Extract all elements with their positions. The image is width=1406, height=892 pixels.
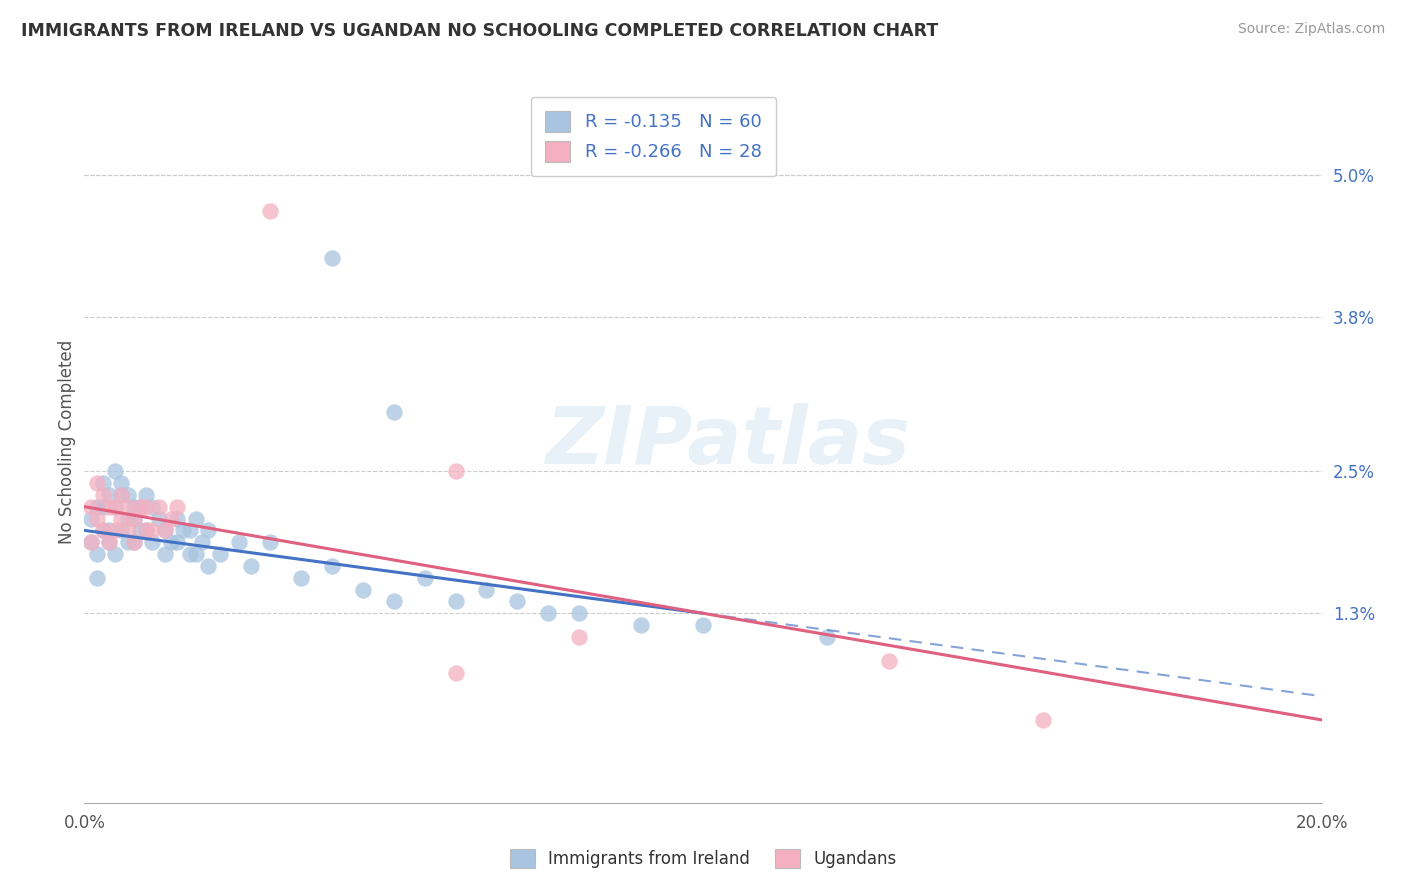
Point <box>117 511 139 525</box>
Point <box>148 511 170 525</box>
Point <box>141 524 163 538</box>
Point <box>352 582 374 597</box>
Point <box>877 654 900 668</box>
Point <box>91 524 114 538</box>
Point <box>191 535 214 549</box>
Point <box>129 524 152 538</box>
Point <box>135 524 157 538</box>
Point <box>110 511 132 525</box>
Point <box>321 558 343 573</box>
Point <box>117 488 139 502</box>
Point <box>444 665 467 680</box>
Point <box>382 405 405 419</box>
Point <box>568 607 591 621</box>
Legend: R = -0.135   N = 60, R = -0.266   N = 28: R = -0.135 N = 60, R = -0.266 N = 28 <box>531 96 776 176</box>
Point <box>135 488 157 502</box>
Text: IMMIGRANTS FROM IRELAND VS UGANDAN NO SCHOOLING COMPLETED CORRELATION CHART: IMMIGRANTS FROM IRELAND VS UGANDAN NO SC… <box>21 22 938 40</box>
Point <box>240 558 263 573</box>
Point <box>86 547 108 561</box>
Point <box>153 524 176 538</box>
Point <box>259 535 281 549</box>
Point <box>290 571 312 585</box>
Point <box>1032 713 1054 727</box>
Point <box>79 500 101 514</box>
Point <box>197 558 219 573</box>
Point <box>122 500 145 514</box>
Point <box>444 464 467 478</box>
Point <box>86 475 108 490</box>
Point <box>135 500 157 514</box>
Point <box>160 511 183 525</box>
Legend: Immigrants from Ireland, Ugandans: Immigrants from Ireland, Ugandans <box>503 842 903 875</box>
Point <box>166 511 188 525</box>
Point <box>79 535 101 549</box>
Point <box>98 535 121 549</box>
Point <box>104 524 127 538</box>
Point <box>110 488 132 502</box>
Point <box>91 475 114 490</box>
Point <box>184 511 207 525</box>
Point <box>98 535 121 549</box>
Point <box>91 524 114 538</box>
Point <box>122 535 145 549</box>
Point <box>91 488 114 502</box>
Point <box>444 594 467 608</box>
Point <box>110 524 132 538</box>
Point <box>160 535 183 549</box>
Point <box>104 464 127 478</box>
Point <box>166 535 188 549</box>
Point <box>568 630 591 644</box>
Point <box>153 524 176 538</box>
Point <box>148 500 170 514</box>
Point <box>259 203 281 218</box>
Point <box>91 500 114 514</box>
Text: Source: ZipAtlas.com: Source: ZipAtlas.com <box>1237 22 1385 37</box>
Point <box>79 535 101 549</box>
Point <box>172 524 194 538</box>
Point <box>413 571 436 585</box>
Point <box>506 594 529 608</box>
Point <box>321 251 343 265</box>
Point <box>122 511 145 525</box>
Point <box>475 582 498 597</box>
Point <box>179 547 201 561</box>
Point <box>692 618 714 632</box>
Point <box>86 571 108 585</box>
Point <box>86 500 108 514</box>
Point <box>184 547 207 561</box>
Point <box>166 500 188 514</box>
Point <box>122 511 145 525</box>
Point <box>117 535 139 549</box>
Point <box>141 535 163 549</box>
Point <box>98 500 121 514</box>
Point <box>98 524 121 538</box>
Point <box>141 500 163 514</box>
Point <box>815 630 838 644</box>
Point <box>117 500 139 514</box>
Point <box>129 500 152 514</box>
Point <box>110 488 132 502</box>
Point <box>537 607 560 621</box>
Point <box>228 535 250 549</box>
Point <box>179 524 201 538</box>
Point <box>104 500 127 514</box>
Point <box>129 500 152 514</box>
Point <box>98 488 121 502</box>
Point <box>382 594 405 608</box>
Point <box>122 535 145 549</box>
Point <box>86 511 108 525</box>
Point <box>117 524 139 538</box>
Point <box>79 511 101 525</box>
Point <box>104 547 127 561</box>
Point <box>197 524 219 538</box>
Y-axis label: No Schooling Completed: No Schooling Completed <box>58 340 76 543</box>
Point <box>153 547 176 561</box>
Point <box>209 547 232 561</box>
Point <box>630 618 652 632</box>
Text: ZIPatlas: ZIPatlas <box>546 402 910 481</box>
Point <box>110 475 132 490</box>
Point <box>135 524 157 538</box>
Point <box>104 500 127 514</box>
